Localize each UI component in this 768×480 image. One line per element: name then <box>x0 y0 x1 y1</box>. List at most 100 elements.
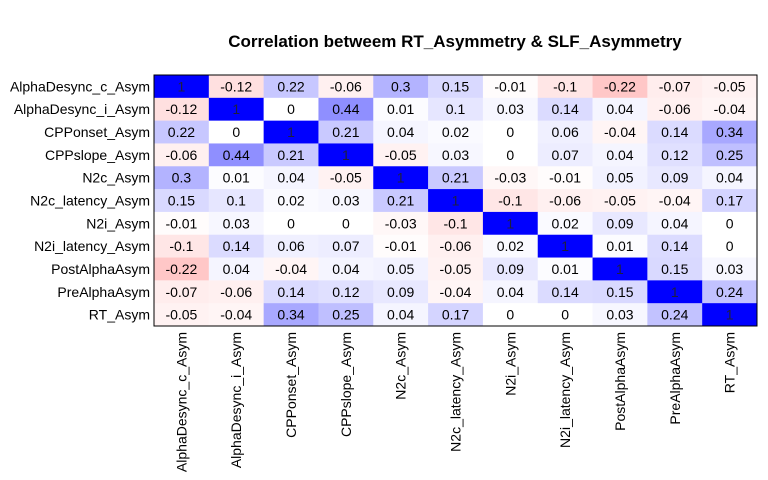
heatmap-cell <box>482 97 539 121</box>
heatmap-cell <box>208 166 264 190</box>
row-label-n2c-asym: N2c_Asym <box>82 170 150 186</box>
heatmap-cell <box>428 120 484 144</box>
cell-value-label: 1 <box>178 78 186 94</box>
heatmap-cell <box>208 189 264 213</box>
cell-value-label: 0.04 <box>606 101 633 117</box>
heatmap-cell <box>702 75 758 99</box>
heatmap-cell <box>537 257 593 281</box>
heatmap-cell <box>592 143 648 167</box>
cell-value-label: 0.17 <box>442 307 469 323</box>
heatmap-cell <box>208 75 264 99</box>
heatmap-cell <box>428 189 484 213</box>
heatmap-cell <box>208 120 264 144</box>
cell-value-label: -0.1 <box>443 215 467 231</box>
heatmap-cell <box>318 166 374 190</box>
cell-value-label: 0.04 <box>606 147 633 163</box>
cell-value-label: 0.14 <box>277 284 304 300</box>
cell-value-label: -0.05 <box>385 147 417 163</box>
heatmap-cell <box>482 211 539 236</box>
cell-value-label: 0.21 <box>332 124 359 140</box>
cell-value-label: 0.07 <box>332 238 359 254</box>
heatmap-cell <box>702 211 758 236</box>
column-labels: AlphaDesync_c_Asym AlphaDesync_i_Asym CPPo… <box>173 332 737 472</box>
cell-value-label: 0.17 <box>716 193 743 209</box>
heatmap-cell <box>208 143 264 167</box>
heatmap-cell <box>373 189 429 213</box>
heatmap-cell <box>537 97 593 121</box>
heatmap-cell <box>592 234 648 258</box>
heatmap-cell <box>208 97 264 121</box>
heatmap-cell <box>318 257 374 281</box>
cell-value-label: 1 <box>616 261 624 277</box>
heatmap-cell <box>592 120 648 144</box>
column-label-n2i-asym: N2i_Asym <box>502 332 518 396</box>
cell-value-label: 0.14 <box>552 101 579 117</box>
cell-value-label: 0.15 <box>606 284 633 300</box>
cell-value-label: 0.02 <box>442 124 469 140</box>
heatmap-cell <box>702 234 758 258</box>
heatmap-cell <box>318 97 374 121</box>
cell-value-label: 0.01 <box>223 170 250 186</box>
cell-value-label: 0.21 <box>277 147 304 163</box>
cell-value-label: 0 <box>506 147 514 163</box>
heatmap-cell <box>154 97 210 121</box>
column-label-n2c-asym: N2c_Asym <box>393 332 409 400</box>
heatmap-cell <box>373 234 429 258</box>
row-label-n2i-asym: N2i_Asym <box>86 215 150 231</box>
cell-value-label: 0.07 <box>552 147 579 163</box>
heatmap-cell <box>428 97 484 121</box>
heatmap-cell <box>592 166 648 190</box>
heatmap-cell <box>428 143 484 167</box>
cell-value-label: 0 <box>726 215 734 231</box>
cell-value-label: 0.04 <box>277 170 304 186</box>
cell-value-label: 0.12 <box>332 284 359 300</box>
cell-value-label: 0.06 <box>277 238 304 254</box>
cell-value-label: 0 <box>232 124 240 140</box>
cell-value-label: 0.44 <box>332 101 359 117</box>
cell-value-label: -0.06 <box>549 193 581 209</box>
heatmap-cell <box>154 120 210 144</box>
heatmap-cell <box>373 211 429 236</box>
cell-value-label: 0.05 <box>387 261 414 277</box>
heatmap-cell <box>592 189 648 213</box>
heatmap-cell <box>373 75 429 99</box>
cell-value-label: 0.05 <box>606 170 633 186</box>
column-label-cpponset-asym: CPPonset_Asym <box>283 332 299 438</box>
cell-value-label: 0.02 <box>277 193 304 209</box>
cell-value-label: 0.15 <box>442 78 469 94</box>
heatmap-cell <box>482 143 539 167</box>
cell-value-label: 1 <box>726 307 734 323</box>
heatmap-cell-labels: 1 -0.12 0.22 -0.06 0.3 0.15 -0.01 -0.1 -0.22 -0.0… <box>165 78 745 322</box>
heatmap-cell <box>647 280 703 304</box>
heatmap-cell <box>537 143 593 167</box>
heatmap-cell <box>318 211 374 236</box>
heatmap-cell <box>263 280 319 304</box>
cell-value-label: 0.04 <box>332 261 359 277</box>
heatmap-cell <box>592 211 648 236</box>
heatmap-cell <box>263 75 319 99</box>
heatmap-cell <box>208 303 264 327</box>
cell-value-label: -0.01 <box>494 78 526 94</box>
cell-value-label: 0.03 <box>442 147 469 163</box>
heatmap-cell <box>592 75 648 99</box>
heatmap-cell <box>647 166 703 190</box>
cell-value-label: 0.09 <box>606 215 633 231</box>
heatmap-cell <box>428 280 484 304</box>
heatmap-cell <box>318 234 374 258</box>
row-label-alphadesync-c-asym: AlphaDesync_c_Asym <box>10 78 150 94</box>
cell-value-label: 0.44 <box>223 147 250 163</box>
heatmap-cell <box>482 280 539 304</box>
heatmap-cell <box>592 97 648 121</box>
heatmap-cell <box>702 189 758 213</box>
cell-value-label: 0.03 <box>497 101 524 117</box>
column-label-prealphaasym: PreAlphaAsym <box>667 332 683 425</box>
cell-value-label: 0.04 <box>497 284 524 300</box>
heatmap-cell <box>263 97 319 121</box>
cell-value-label: 0.14 <box>552 284 579 300</box>
cell-value-label: -0.03 <box>494 170 526 186</box>
column-label-alphadesync-i-asym: AlphaDesync_i_Asym <box>228 332 244 468</box>
cell-value-label: 0.14 <box>661 238 688 254</box>
cell-value-label: 0.03 <box>606 307 633 323</box>
heatmap-cell <box>592 280 648 304</box>
heatmap-cell <box>702 257 758 281</box>
